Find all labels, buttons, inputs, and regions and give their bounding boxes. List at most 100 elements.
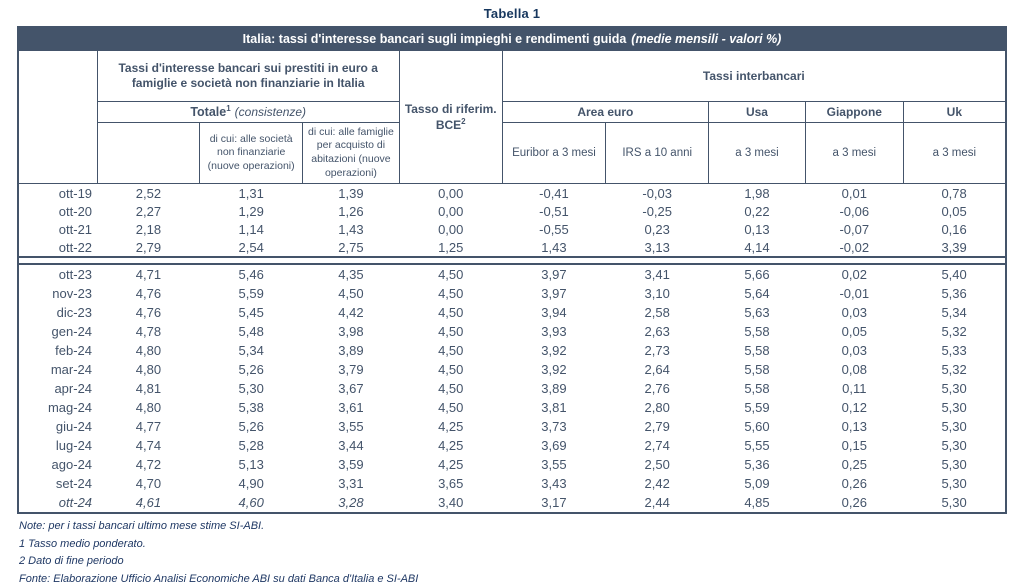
cell: 4,50: [399, 322, 502, 341]
cell: 5,32: [903, 360, 1006, 379]
cell: 5,28: [200, 436, 303, 455]
table-title-main: Italia: tassi d'interesse bancari sugli …: [243, 32, 627, 46]
cell: 4,14: [709, 238, 806, 257]
cell: 2,76: [606, 379, 709, 398]
cell: 5,63: [709, 303, 806, 322]
cell: 2,79: [606, 417, 709, 436]
cell: 1,29: [200, 202, 303, 220]
cell: 4,81: [97, 379, 200, 398]
cell: 5,58: [709, 379, 806, 398]
cell: 3,98: [303, 322, 400, 341]
row-label: dic-23: [18, 303, 97, 322]
header-giappone-3m: a 3 mesi: [805, 123, 903, 184]
cell: 4,76: [97, 284, 200, 303]
cell: 4,60: [200, 493, 303, 513]
cell: 2,54: [200, 238, 303, 257]
rates-table: Italia: tassi d'interesse bancari sugli …: [17, 26, 1007, 514]
header-interbank-group: Tassi interbancari: [502, 51, 1006, 102]
cell: 4,90: [200, 474, 303, 493]
cell: 3,41: [606, 264, 709, 284]
cell: 5,30: [903, 455, 1006, 474]
cell: 3,89: [303, 341, 400, 360]
cell: 3,89: [502, 379, 606, 398]
cell: 5,32: [903, 322, 1006, 341]
cell: 5,30: [200, 379, 303, 398]
cell: 5,60: [709, 417, 806, 436]
cell: 5,30: [903, 379, 1006, 398]
cell: 3,65: [399, 474, 502, 493]
cell: 2,18: [97, 220, 200, 238]
cell: 5,46: [200, 264, 303, 284]
header-totale-spacer: [97, 123, 200, 184]
cell: 4,50: [399, 398, 502, 417]
cell: -0,55: [502, 220, 606, 238]
cell: 3,10: [606, 284, 709, 303]
cell: 4,74: [97, 436, 200, 455]
cell: 0,01: [805, 184, 903, 203]
cell: 4,25: [399, 436, 502, 455]
header-subcol-societa: di cui: alle società non finanziarie (nu…: [200, 123, 303, 184]
cell: 2,27: [97, 202, 200, 220]
cell: 5,59: [709, 398, 806, 417]
header-usa-3m: a 3 mesi: [709, 123, 806, 184]
header-euribor: Euribor a 3 mesi: [502, 123, 606, 184]
cell: 5,64: [709, 284, 806, 303]
cell: 3,55: [502, 455, 606, 474]
table-title-note: (medie mensili - valori %): [631, 32, 781, 46]
cell: 2,63: [606, 322, 709, 341]
cell: 0,02: [805, 264, 903, 284]
cell: 0,05: [903, 202, 1006, 220]
cell: 0,26: [805, 474, 903, 493]
cell: 4,80: [97, 360, 200, 379]
cell: 3,92: [502, 341, 606, 360]
cell: 5,26: [200, 360, 303, 379]
cell: 0,00: [399, 202, 502, 220]
cell: -0,03: [606, 184, 709, 203]
cell: 4,35: [303, 264, 400, 284]
cell: 1,26: [303, 202, 400, 220]
cell: 3,61: [303, 398, 400, 417]
cell: 3,69: [502, 436, 606, 455]
cell: 0,00: [399, 184, 502, 203]
cell: 5,34: [903, 303, 1006, 322]
cell: 0,03: [805, 303, 903, 322]
cell: 4,50: [399, 360, 502, 379]
cell: 0,08: [805, 360, 903, 379]
cell: 3,97: [502, 284, 606, 303]
row-label: nov-23: [18, 284, 97, 303]
cell: 2,52: [97, 184, 200, 203]
cell: 3,40: [399, 493, 502, 513]
row-label: ott-23: [18, 264, 97, 284]
cell: 0,25: [805, 455, 903, 474]
cell: 4,78: [97, 322, 200, 341]
cell: -0,41: [502, 184, 606, 203]
cell: 0,00: [399, 220, 502, 238]
cell: 5,30: [903, 474, 1006, 493]
note-line: 1 Tasso medio ponderato.: [19, 536, 1024, 554]
cell: 5,13: [200, 455, 303, 474]
cell: 1,31: [200, 184, 303, 203]
cell: 2,64: [606, 360, 709, 379]
cell: -0,06: [805, 202, 903, 220]
cell: 5,34: [200, 341, 303, 360]
cell: 5,09: [709, 474, 806, 493]
row-label: giu-24: [18, 417, 97, 436]
cell: 3,67: [303, 379, 400, 398]
cell: 2,42: [606, 474, 709, 493]
cell: 1,43: [303, 220, 400, 238]
cell: 4,77: [97, 417, 200, 436]
header-bce-line1: Tasso di riferim.: [400, 101, 502, 117]
header-uk: Uk: [903, 102, 1006, 123]
cell: 5,26: [200, 417, 303, 436]
header-subcol-famiglie: di cui: alle famiglie per acquisto di ab…: [303, 123, 400, 184]
cell: 0,22: [709, 202, 806, 220]
